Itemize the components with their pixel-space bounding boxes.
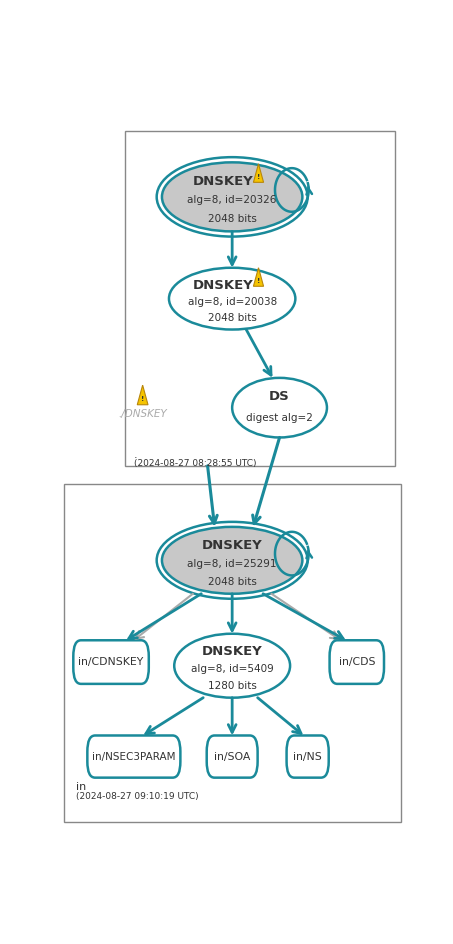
FancyBboxPatch shape bbox=[73, 640, 149, 683]
Text: 2048 bits: 2048 bits bbox=[208, 577, 256, 587]
Text: 2048 bits: 2048 bits bbox=[208, 214, 256, 224]
Text: (2024-08-27 09:10:19 UTC): (2024-08-27 09:10:19 UTC) bbox=[76, 792, 198, 801]
Ellipse shape bbox=[162, 162, 303, 231]
Ellipse shape bbox=[169, 268, 295, 329]
FancyBboxPatch shape bbox=[125, 131, 395, 465]
Ellipse shape bbox=[232, 378, 327, 437]
Text: !: ! bbox=[141, 396, 144, 402]
Text: alg=8, id=20326: alg=8, id=20326 bbox=[188, 195, 277, 206]
Polygon shape bbox=[253, 268, 264, 286]
Polygon shape bbox=[253, 164, 264, 182]
Text: (2024-08-27 08:28:55 UTC): (2024-08-27 08:28:55 UTC) bbox=[134, 459, 256, 468]
Text: !: ! bbox=[257, 278, 260, 284]
Text: 1280 bits: 1280 bits bbox=[208, 682, 256, 691]
Text: in/SOA: in/SOA bbox=[214, 751, 251, 762]
Text: DNSKEY: DNSKEY bbox=[193, 278, 254, 292]
Text: alg=8, id=5409: alg=8, id=5409 bbox=[191, 664, 274, 674]
FancyBboxPatch shape bbox=[330, 640, 384, 683]
Text: 2048 bits: 2048 bits bbox=[208, 313, 256, 324]
Text: in/NSEC3PARAM: in/NSEC3PARAM bbox=[92, 751, 176, 762]
Text: in: in bbox=[76, 782, 86, 792]
Text: digest alg=2: digest alg=2 bbox=[246, 413, 313, 424]
FancyBboxPatch shape bbox=[87, 735, 180, 778]
Text: alg=8, id=20038: alg=8, id=20038 bbox=[188, 296, 277, 307]
Text: in/CDNSKEY: in/CDNSKEY bbox=[78, 657, 144, 667]
Text: alg=8, id=25291: alg=8, id=25291 bbox=[188, 559, 277, 568]
FancyBboxPatch shape bbox=[207, 735, 258, 778]
Ellipse shape bbox=[162, 527, 303, 594]
FancyBboxPatch shape bbox=[63, 484, 400, 822]
Text: ./DNSKEY: ./DNSKEY bbox=[118, 409, 167, 419]
Ellipse shape bbox=[174, 633, 290, 698]
FancyBboxPatch shape bbox=[287, 735, 329, 778]
Text: in/CDS: in/CDS bbox=[338, 657, 375, 667]
Polygon shape bbox=[137, 385, 148, 405]
Text: DNSKEY: DNSKEY bbox=[202, 539, 263, 552]
Text: .: . bbox=[134, 450, 138, 460]
Text: DNSKEY: DNSKEY bbox=[193, 176, 254, 188]
Text: DS: DS bbox=[269, 391, 290, 403]
Text: DNSKEY: DNSKEY bbox=[202, 645, 263, 658]
Text: !: ! bbox=[257, 174, 260, 179]
Text: in/NS: in/NS bbox=[293, 751, 322, 762]
